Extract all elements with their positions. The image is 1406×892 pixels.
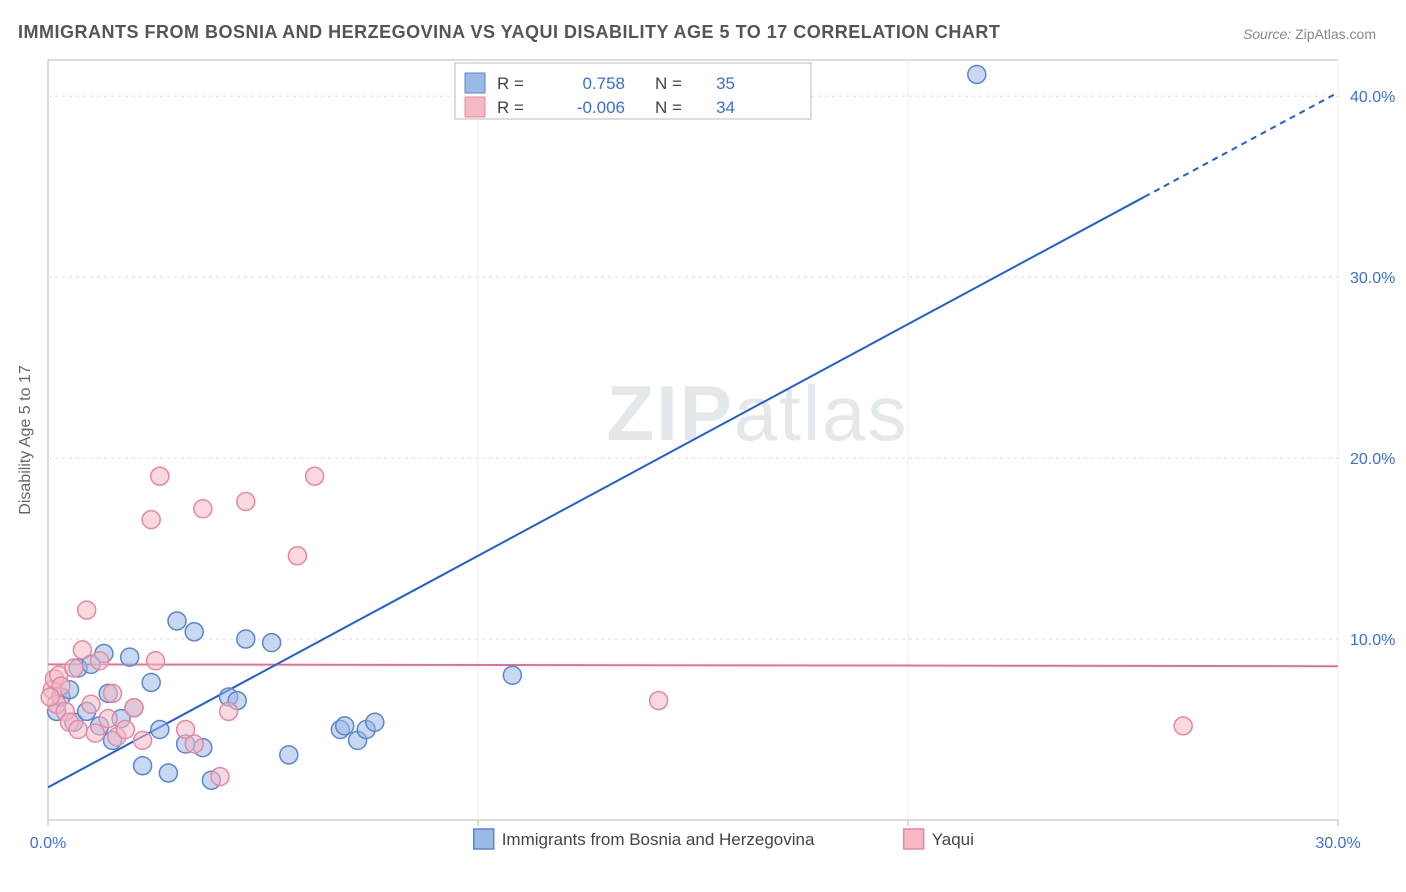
scatter-point xyxy=(142,511,160,529)
scatter-point xyxy=(142,673,160,691)
scatter-point xyxy=(288,547,306,565)
scatter-point xyxy=(336,717,354,735)
scatter-point xyxy=(263,634,281,652)
svg-text:N =: N = xyxy=(655,98,682,117)
scatter-point xyxy=(134,731,152,749)
scatter-point xyxy=(99,710,117,728)
scatter-point xyxy=(185,735,203,753)
scatter-point xyxy=(65,659,83,677)
svg-text:40.0%: 40.0% xyxy=(1350,89,1395,106)
svg-text:Disability Age 5 to 17: Disability Age 5 to 17 xyxy=(17,365,34,515)
scatter-point xyxy=(159,764,177,782)
scatter-point xyxy=(151,721,169,739)
svg-text:N =: N = xyxy=(655,74,682,93)
svg-text:30.0%: 30.0% xyxy=(1315,835,1360,852)
scatter-point xyxy=(168,612,186,630)
svg-text:R =: R = xyxy=(497,74,524,93)
svg-text:ZIPatlas: ZIPatlas xyxy=(606,369,908,457)
scatter-point xyxy=(237,493,255,511)
scatter-point xyxy=(211,768,229,786)
scatter-point xyxy=(73,641,91,659)
scatter-point xyxy=(185,623,203,641)
scatter-point xyxy=(237,630,255,648)
scatter-point xyxy=(306,467,324,485)
scatter-point xyxy=(121,648,139,666)
scatter-point xyxy=(125,699,143,717)
scatter-point xyxy=(86,724,104,742)
svg-text:0.758: 0.758 xyxy=(582,74,625,93)
scatter-point xyxy=(151,467,169,485)
scatter-point xyxy=(1174,717,1192,735)
svg-text:35: 35 xyxy=(716,74,735,93)
scatter-point xyxy=(968,65,986,83)
svg-text:34: 34 xyxy=(716,98,735,117)
scatter-point xyxy=(91,652,109,670)
legend-swatch xyxy=(465,97,485,117)
scatter-point xyxy=(134,757,152,775)
scatter-point xyxy=(650,692,668,710)
bottom-legend-label: Immigrants from Bosnia and Herzegovina xyxy=(502,830,815,849)
svg-text:10.0%: 10.0% xyxy=(1350,632,1395,649)
scatter-point xyxy=(116,721,134,739)
scatter-point xyxy=(503,666,521,684)
scatter-point xyxy=(280,746,298,764)
scatter-point xyxy=(104,684,122,702)
scatter-point xyxy=(82,695,100,713)
scatter-point xyxy=(194,500,212,518)
legend-swatch xyxy=(465,73,485,93)
svg-text:30.0%: 30.0% xyxy=(1350,270,1395,287)
bottom-legend-swatch xyxy=(474,829,494,849)
scatter-point xyxy=(78,601,96,619)
scatter-point xyxy=(147,652,165,670)
svg-text:R =: R = xyxy=(497,98,524,117)
bottom-legend-label: Yaqui xyxy=(932,830,974,849)
svg-text:20.0%: 20.0% xyxy=(1350,451,1395,468)
correlation-chart: ZIPatlas 10.0% 20.0% 30.0% 40.0% 0.0% 30.0% Dis… xyxy=(0,0,1406,892)
svg-text:0.0%: 0.0% xyxy=(30,835,66,852)
bottom-legend-swatch xyxy=(904,829,924,849)
scatter-point xyxy=(69,721,87,739)
scatter-point xyxy=(220,702,238,720)
scatter-point xyxy=(41,688,59,706)
scatter-point xyxy=(366,713,384,731)
svg-text:-0.006: -0.006 xyxy=(577,98,625,117)
